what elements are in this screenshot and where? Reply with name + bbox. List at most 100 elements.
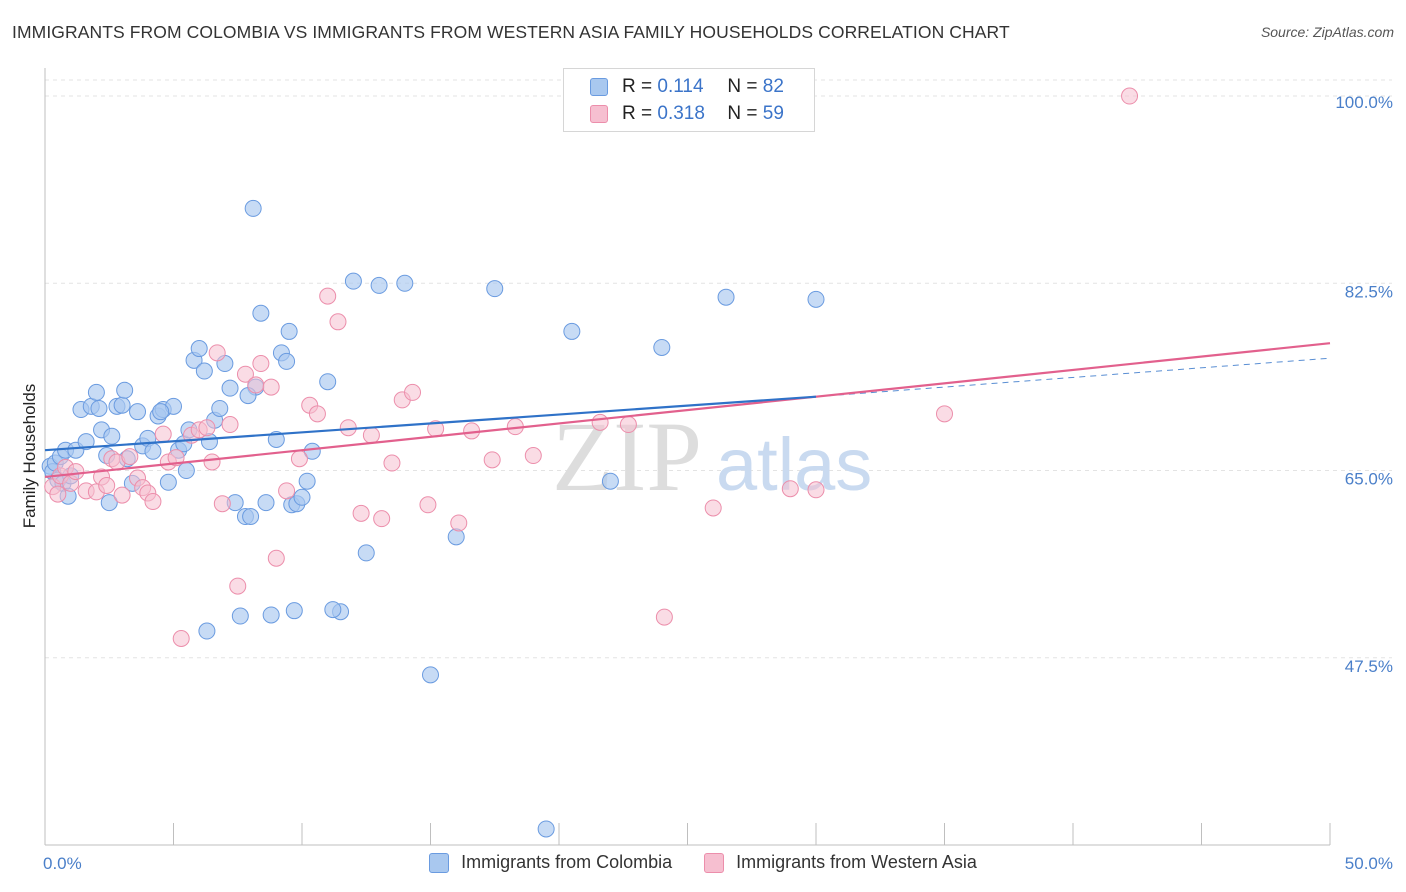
data-point-western-asia: [154, 425, 172, 443]
data-point-colombia: [244, 199, 262, 217]
data-point-colombia: [807, 290, 825, 308]
data-point-western-asia: [290, 450, 308, 468]
data-point-western-asia: [247, 376, 265, 394]
data-point-colombia: [324, 601, 342, 619]
data-point-western-asia: [308, 405, 326, 423]
data-point-western-asia: [619, 416, 637, 434]
data-point-colombia: [653, 338, 671, 356]
data-point-western-asia: [49, 485, 67, 503]
data-point-colombia: [144, 442, 162, 460]
data-point-western-asia: [404, 383, 422, 401]
data-point-western-asia: [483, 451, 501, 469]
data-point-western-asia: [524, 447, 542, 465]
data-point-colombia: [159, 473, 177, 491]
legend-r-label: R =: [622, 103, 653, 124]
data-point-colombia: [77, 433, 95, 451]
legend-row-colombia: R = 0.114 N = 82: [590, 75, 784, 99]
bottom-legend-swatch-pink: [704, 852, 725, 873]
y-axis-title: Family Households: [20, 384, 39, 529]
data-point-colombia: [278, 352, 296, 370]
data-point-western-asia: [373, 510, 391, 528]
data-point-western-asia: [167, 449, 185, 467]
y-tick-label: 47.5%: [1345, 657, 1393, 676]
data-point-colombia: [257, 494, 275, 512]
legend: R = 0.114 N = 82 R = 0.318 N = 59: [563, 68, 815, 132]
y-tick-labels: 47.5% 65.0% 82.5% 100.0%: [1335, 93, 1393, 676]
series-colombia-points: [41, 199, 825, 838]
legend-n-value: 59: [762, 103, 784, 124]
bottom-legend-colombia: Immigrants from Colombia: [429, 852, 672, 873]
data-point-western-asia: [319, 287, 337, 305]
data-point-colombia: [129, 403, 147, 421]
data-point-western-asia: [267, 549, 285, 567]
data-point-colombia: [211, 399, 229, 417]
data-point-colombia: [537, 820, 555, 838]
data-point-colombia: [486, 280, 504, 298]
data-point-western-asia: [781, 480, 799, 498]
data-point-colombia: [370, 276, 388, 294]
data-point-colombia: [242, 508, 260, 526]
data-point-western-asia: [172, 630, 190, 648]
data-point-colombia: [357, 544, 375, 562]
x-tick-labels: 0.0% 50.0%: [43, 854, 1393, 873]
legend-r-value: 0.318: [657, 103, 705, 124]
data-point-western-asia: [450, 514, 468, 532]
data-point-western-asia: [936, 405, 953, 423]
trend-line-colombia: [44, 395, 817, 452]
trend-lines: [44, 342, 1331, 479]
data-point-western-asia: [98, 477, 116, 495]
data-point-western-asia: [329, 313, 347, 331]
series-western-asia-points: [44, 87, 1139, 648]
data-point-colombia: [116, 381, 134, 399]
data-point-colombia: [344, 272, 362, 290]
data-point-western-asia: [198, 419, 216, 437]
data-point-western-asia: [655, 608, 673, 626]
data-point-western-asia: [208, 344, 226, 362]
data-point-colombia: [231, 607, 249, 625]
data-point-colombia: [447, 528, 465, 546]
data-point-western-asia: [113, 486, 131, 504]
data-point-western-asia: [121, 448, 139, 466]
data-point-colombia: [717, 288, 735, 306]
y-tick-label: 100.0%: [1335, 93, 1393, 112]
data-point-western-asia: [203, 453, 221, 471]
data-point-western-asia: [383, 454, 401, 472]
data-point-western-asia: [362, 426, 380, 444]
data-point-colombia: [195, 362, 213, 380]
data-point-colombia: [319, 373, 337, 391]
data-point-colombia: [198, 622, 216, 640]
source-label: Source: ZipAtlas.com: [1260, 24, 1394, 40]
data-point-western-asia: [262, 378, 280, 396]
data-point-western-asia: [704, 499, 722, 517]
data-point-western-asia: [252, 355, 270, 373]
legend-swatch-blue: [590, 78, 608, 96]
y-tick-label: 82.5%: [1345, 282, 1393, 301]
data-point-colombia: [293, 488, 311, 506]
legend-swatch-pink: [590, 105, 608, 123]
data-point-western-asia: [144, 493, 162, 511]
data-point-western-asia: [221, 416, 239, 434]
data-point-western-asia: [419, 496, 437, 514]
data-point-colombia: [563, 322, 581, 340]
data-point-colombia: [422, 666, 439, 684]
data-point-colombia: [103, 427, 121, 445]
bottom-legend-label: Immigrants from Colombia: [461, 852, 673, 872]
data-point-colombia: [280, 322, 298, 340]
bottom-legend: Immigrants from Colombia Immigrants from…: [0, 852, 1406, 873]
legend-n-label: N =: [727, 76, 758, 97]
x-tick-label: 0.0%: [43, 854, 82, 873]
data-point-colombia: [601, 472, 619, 490]
legend-row-western-asia: R = 0.318 N = 59: [590, 102, 784, 126]
legend-n-value: 82: [762, 76, 784, 97]
data-point-colombia: [152, 403, 170, 421]
legend-r-value: 0.114: [657, 76, 704, 97]
bottom-legend-western-asia: Immigrants from Western Asia: [704, 852, 977, 873]
x-tick-label: 50.0%: [1345, 854, 1393, 873]
bottom-legend-swatch-blue: [429, 852, 450, 873]
data-point-colombia: [87, 383, 105, 401]
data-point-western-asia: [213, 495, 231, 513]
bottom-legend-label: Immigrants from Western Asia: [736, 852, 977, 872]
data-point-colombia: [298, 472, 316, 490]
legend-r-label: R =: [622, 76, 653, 97]
